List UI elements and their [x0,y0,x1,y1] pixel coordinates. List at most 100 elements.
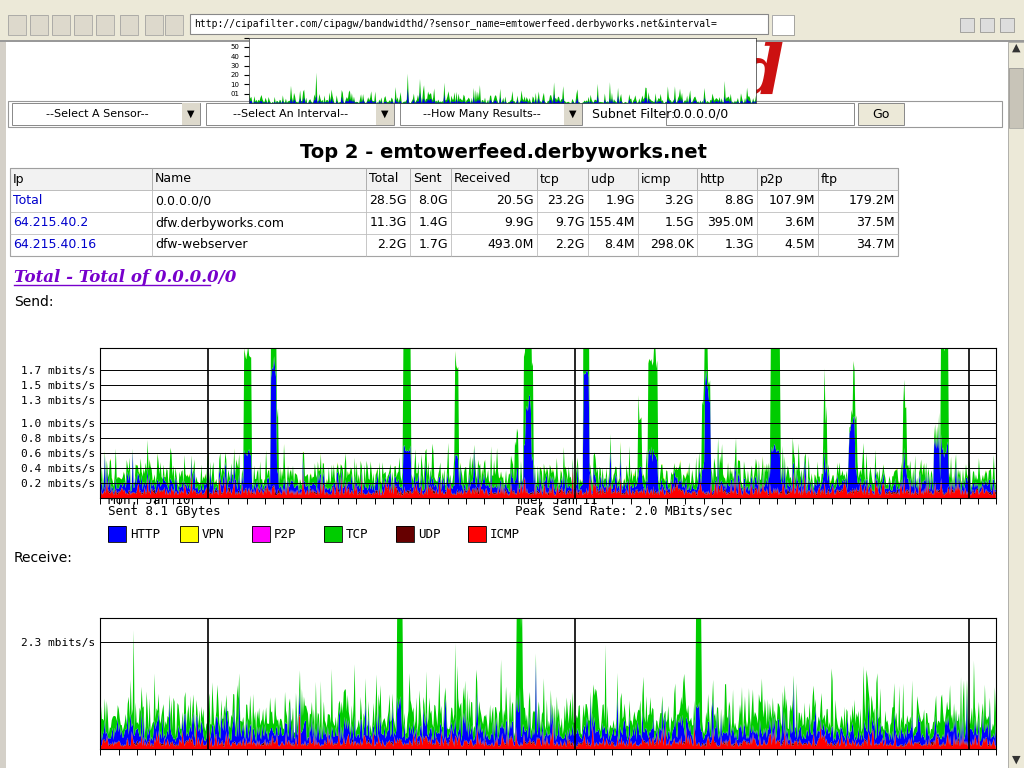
Bar [772,15,794,35]
Bar [410,234,451,256]
Text: 1.4G: 1.4G [419,217,449,230]
Bar [165,15,183,35]
Bar [757,234,818,256]
Text: 107.9M: 107.9M [768,194,815,207]
Bar [190,14,768,34]
Text: 155.4M: 155.4M [589,217,635,230]
Bar [396,526,414,542]
Text: Sent 8.1 GBytes: Sent 8.1 GBytes [108,505,220,518]
Bar [961,18,974,32]
Text: Name: Name [155,173,193,186]
Bar [8,101,1002,127]
Text: Top 2 - emtowerfeed.derbyworks.net: Top 2 - emtowerfeed.derbyworks.net [300,143,708,161]
Bar [537,234,588,256]
Bar [588,212,638,234]
Bar [638,212,697,234]
Bar [10,212,152,234]
Text: 3.6M: 3.6M [784,217,815,230]
Bar [638,190,697,212]
Text: TCP: TCP [346,528,369,541]
Bar [10,234,152,256]
Bar [10,190,152,212]
Bar [410,190,451,212]
Text: ▲: ▲ [1012,43,1020,53]
Bar [697,212,757,234]
Bar [410,168,451,190]
Bar [152,190,366,212]
Bar [1000,18,1014,32]
Bar [108,526,126,542]
Bar [697,190,757,212]
Bar [1009,68,1023,128]
Bar [451,234,537,256]
Bar [537,234,588,256]
Bar [858,103,904,125]
Bar [152,212,366,234]
Bar [8,101,1002,127]
Bar [366,168,410,190]
Text: 298.0K: 298.0K [650,239,694,251]
Text: dfw.derbyworks.com: dfw.derbyworks.com [155,217,284,230]
Bar [52,15,70,35]
Bar [410,168,451,190]
Bar [8,15,26,35]
Bar [0,0,1024,40]
Text: Sent: Sent [413,173,441,186]
Text: Subnet Filter:: Subnet Filter: [592,108,675,121]
Bar [30,15,48,35]
Bar [324,526,342,542]
Text: Total: Total [13,194,42,207]
Text: 11.3G: 11.3G [370,217,407,230]
Bar [818,168,898,190]
Bar [152,234,366,256]
Bar [451,190,537,212]
Bar [120,15,138,35]
Text: Ip: Ip [13,173,25,186]
Bar [980,18,994,32]
Bar [1008,42,1024,768]
Bar [0,40,1024,42]
Bar [666,103,854,125]
Bar [772,15,794,35]
Bar [451,212,537,234]
Bar [697,168,757,190]
Text: hd: hd [686,42,785,110]
Bar [1009,68,1023,128]
Text: 64.215.40.2: 64.215.40.2 [13,217,88,230]
Bar [10,168,152,190]
Text: Mon, Jan 10: Mon, Jan 10 [108,494,190,507]
Bar [818,168,898,190]
Text: 1.7G: 1.7G [419,239,449,251]
Bar [588,168,638,190]
Bar [145,15,163,35]
Bar [537,190,588,212]
Text: Go: Go [872,108,890,121]
Bar [961,18,974,32]
Text: 34.7M: 34.7M [856,239,895,251]
Text: Tue, Jan 11: Tue, Jan 11 [515,494,597,507]
Bar [120,15,138,35]
Text: 0.0.0.0/0: 0.0.0.0/0 [672,108,728,121]
Text: ▼: ▼ [569,109,577,119]
Bar [366,190,410,212]
Bar [1000,18,1014,32]
Text: tcp: tcp [540,173,560,186]
Bar [108,526,126,542]
Bar [152,212,366,234]
Bar [451,168,537,190]
Bar [757,190,818,212]
Text: Receive:: Receive: [14,551,73,565]
Bar [366,234,410,256]
Text: ftp: ftp [821,173,838,186]
Text: 8.4M: 8.4M [604,239,635,251]
Text: --Select A Sensor--: --Select A Sensor-- [46,109,148,119]
Bar [451,212,537,234]
Bar [74,15,92,35]
Bar [152,168,366,190]
Bar [818,212,898,234]
Text: HTTP: HTTP [130,528,160,541]
Bar [190,14,768,34]
Text: 20.5G: 20.5G [497,194,534,207]
Bar [818,212,898,234]
Bar [366,212,410,234]
